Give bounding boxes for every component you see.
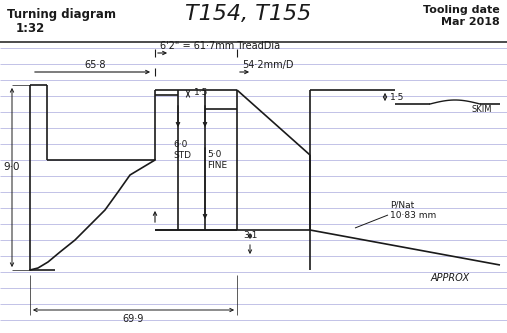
Text: T154, T155: T154, T155 xyxy=(185,4,311,24)
Text: 3·1: 3·1 xyxy=(243,231,257,240)
Text: 5·0
FINE: 5·0 FINE xyxy=(207,150,227,170)
Text: P/Nat
10·83 mm: P/Nat 10·83 mm xyxy=(390,200,436,220)
Text: 69·9: 69·9 xyxy=(123,314,144,324)
Text: APPROX: APPROX xyxy=(430,273,469,283)
Text: 6'2" = 61·7mm TreadDia: 6'2" = 61·7mm TreadDia xyxy=(160,41,280,51)
Text: 1·5: 1·5 xyxy=(390,93,405,102)
Text: 1:32: 1:32 xyxy=(16,22,45,35)
Text: Tooling date
Mar 2018: Tooling date Mar 2018 xyxy=(423,5,500,27)
Text: 9·0: 9·0 xyxy=(3,163,19,172)
Text: 1·5: 1·5 xyxy=(194,88,208,97)
Text: Turning diagram: Turning diagram xyxy=(7,8,116,21)
Text: 6·0
STD: 6·0 STD xyxy=(173,140,191,160)
Text: 54·2mm/D: 54·2mm/D xyxy=(242,60,294,70)
Text: 65·8: 65·8 xyxy=(84,60,106,70)
Text: SKIM: SKIM xyxy=(472,106,492,115)
